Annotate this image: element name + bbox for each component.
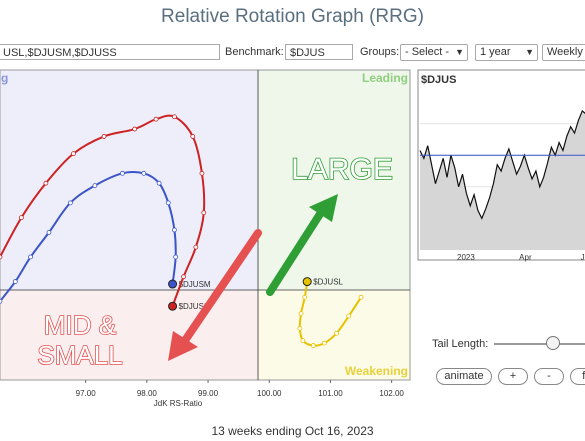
rrg-tail-point: [346, 313, 352, 319]
rrg-tail-point: [298, 311, 304, 316]
groups-label: Groups:: [360, 46, 400, 58]
rrg-tail-point: [12, 279, 18, 284]
rrg-tail-point: [119, 170, 125, 176]
small-arrow-icon: [168, 229, 262, 361]
plot-border: [0, 69, 411, 381]
rrg-tail-point: [181, 274, 186, 280]
date-range-footer: 13 weeks ending Oct 16, 2023: [211, 424, 374, 438]
x-axis-title: JdK RS-Ratio: [154, 399, 203, 408]
rrg-tail-point: [71, 151, 76, 157]
price-x-label: 2023: [457, 253, 475, 262]
frequency-select[interactable]: Weekly: [542, 44, 585, 61]
benchmark-label: Benchmark:: [225, 46, 284, 58]
price-area: [420, 110, 585, 250]
price-chart-symbol: $DJUS: [421, 74, 456, 86]
period-select-value: 1 year: [480, 46, 511, 58]
x-tick-label: 102.00: [379, 389, 404, 398]
rrg-series-label: $DJUSS: [179, 302, 210, 311]
rrg-tail-point: [0, 254, 3, 260]
weakening-label: Weakening: [345, 364, 408, 378]
rrg-tail-point: [199, 170, 205, 176]
rrg-tail-point: [358, 294, 364, 300]
x-tick-label: 98.00: [137, 389, 158, 398]
rrg-tail-point: [132, 126, 138, 132]
frequency-select-value: Weekly: [547, 46, 583, 58]
fit-button[interactable]: fi: [570, 368, 585, 385]
rrg-tail-point: [46, 229, 52, 235]
rrg-tail-point: [153, 116, 159, 122]
x-tick-label: 97.00: [76, 389, 97, 398]
rrg-tail-point: [302, 294, 308, 300]
rrg-tail-point: [172, 227, 177, 233]
page-title: Relative Rotation Graph (RRG): [161, 6, 424, 27]
symbols-input[interactable]: USL,$DJUSM,$DJUSS: [0, 44, 220, 60]
rrg-tail-point: [67, 200, 73, 206]
leading-label: Leading: [362, 71, 408, 85]
price-x-label: Ju: [581, 253, 585, 262]
rrg-tails: $DJUSM $DJUSS $DJUSL: [0, 114, 364, 348]
rrg-tail-point: [321, 340, 327, 346]
rrg-tail-point: [43, 180, 49, 186]
price-line: [419, 109, 585, 220]
rrg-tail-point: [28, 254, 33, 260]
tail-length-label: Tail Length:: [432, 338, 489, 350]
tail-length-slider[interactable]: [494, 343, 585, 345]
rrg-tail-line: [0, 114, 206, 307]
rrg-tail-point: [101, 134, 107, 139]
large-annotation: LARGE: [291, 153, 393, 186]
rrg-tail-point: [156, 180, 162, 186]
rrg-tail-point: [190, 134, 196, 139]
benchmark-input[interactable]: $DJUS: [285, 44, 353, 60]
groups-select-value: - Select -: [405, 46, 450, 58]
chevron-down-icon: ▼: [455, 47, 464, 57]
rrg-series-label: $DJUSL: [313, 278, 343, 287]
tail-length-slider-handle[interactable]: [545, 336, 560, 350]
rrg-tail-point: [172, 114, 177, 120]
x-axis-ticks: 97.00 98.00 99.00 100.00 101.00 102.00: [76, 380, 404, 398]
rrg-tail-point: [300, 338, 306, 344]
improving-label: g: [1, 71, 8, 85]
x-tick-label: 100.00: [257, 389, 282, 398]
rrg-tail-point: [201, 210, 207, 216]
x-tick-label: 99.00: [198, 389, 219, 398]
animate-button[interactable]: animate: [436, 368, 492, 385]
step-forward-button[interactable]: +: [498, 368, 528, 385]
mid-small-annotation-line1: MID &: [44, 310, 116, 340]
rrg-tail-point: [165, 200, 171, 206]
rrg-tail-point: [334, 330, 339, 336]
price-chart-x-labels: 2023 Apr Ju: [457, 253, 585, 262]
x-tick-label: 101.00: [318, 389, 343, 398]
large-arrow-icon: [266, 194, 338, 296]
step-back-button[interactable]: -: [534, 368, 564, 385]
improving-quadrant: [0, 70, 258, 290]
price-x-label: Apr: [519, 253, 532, 262]
rrg-tail-point: [297, 325, 303, 331]
rrg-tail-point: [310, 343, 316, 348]
period-select[interactable]: 1 year ▼: [475, 44, 538, 61]
rrg-head-point[interactable]: [168, 279, 178, 289]
mid-small-annotation-line2: SMALL: [37, 340, 122, 370]
rrg-head-point[interactable]: [168, 301, 178, 311]
leading-quadrant: [258, 70, 410, 290]
lagging-quadrant: [0, 290, 258, 380]
rrg-tail-point: [92, 183, 98, 189]
rrg-series-label: $DJUSM: [179, 280, 211, 289]
chevron-down-icon: ▼: [525, 47, 534, 57]
rrg-head-point[interactable]: [302, 277, 312, 287]
rrg-tail-point: [173, 254, 179, 260]
rrg-tail-point: [193, 244, 199, 250]
groups-select[interactable]: - Select - ▼: [400, 44, 468, 61]
rrg-tail-point: [0, 298, 3, 304]
rrg-tail-point: [19, 215, 24, 221]
rrg-tail-point: [141, 170, 147, 176]
price-chart: [419, 109, 585, 250]
rrg-tail-line: [298, 281, 362, 347]
